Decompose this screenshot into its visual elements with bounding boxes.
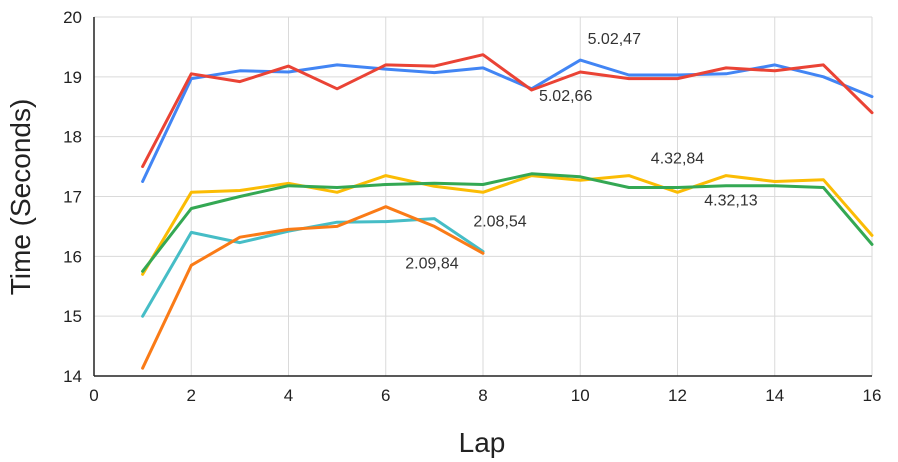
tick-labels: 14 15 16 17 18 19 20 0 2 4 6 8 10 12 14 16 bbox=[63, 8, 881, 405]
y-tick-label: 15 bbox=[63, 307, 82, 326]
series-line-6 bbox=[141, 205, 485, 370]
y-tick-label: 20 bbox=[63, 8, 82, 27]
x-tick-label: 6 bbox=[381, 386, 390, 405]
series-line-3 bbox=[141, 174, 874, 276]
x-axis-title: Lap bbox=[459, 427, 506, 458]
x-tick-label: 10 bbox=[571, 386, 590, 405]
y-tick-label: 16 bbox=[63, 247, 82, 266]
annotation-label: 2.09,84 bbox=[405, 255, 458, 272]
annotation-label: 5.02,66 bbox=[539, 88, 592, 105]
x-tick-label: 14 bbox=[765, 386, 784, 405]
x-tick-label: 4 bbox=[284, 386, 293, 405]
axes bbox=[93, 17, 872, 377]
y-tick-label: 17 bbox=[63, 188, 82, 207]
y-tick-label: 19 bbox=[63, 68, 82, 87]
annotation-label: 5.02,47 bbox=[588, 31, 641, 48]
x-tick-label: 12 bbox=[668, 386, 687, 405]
annotation-label: 2.08,54 bbox=[473, 213, 526, 230]
grid-lines bbox=[94, 16, 873, 376]
x-tick-label: 8 bbox=[478, 386, 487, 405]
series-line-4 bbox=[141, 172, 874, 273]
x-tick-label: 2 bbox=[187, 386, 196, 405]
y-tick-label: 18 bbox=[63, 128, 82, 147]
x-tick-label: 16 bbox=[863, 386, 882, 405]
x-tick-label: 0 bbox=[89, 386, 98, 405]
annotation-label: 4.32,13 bbox=[704, 192, 757, 209]
series-line-2 bbox=[141, 53, 874, 169]
annotation-label: 4.32,84 bbox=[651, 151, 704, 168]
y-tick-label: 14 bbox=[63, 367, 82, 386]
y-axis-title: Time (Seconds) bbox=[5, 99, 36, 296]
annotations: 5.02,47 5.02,66 4.32,84 4.32,13 2.08,54 2.09,… bbox=[405, 31, 758, 272]
series-lines bbox=[141, 53, 874, 370]
